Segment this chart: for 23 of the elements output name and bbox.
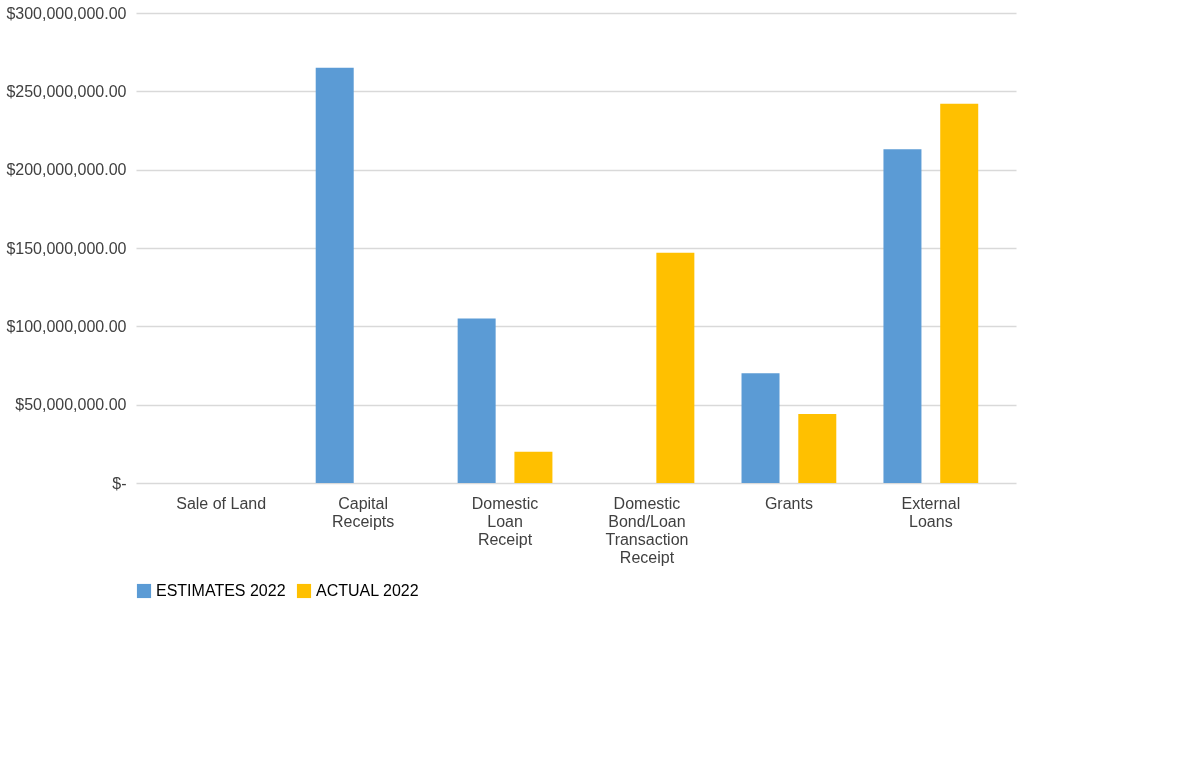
x-tick-label: External Loans: [901, 494, 961, 530]
bar: [656, 252, 695, 483]
y-tick-label: $200,000,000.00: [6, 161, 127, 179]
y-tick-label: $150,000,000.00: [6, 239, 127, 257]
y-tick-label: $100,000,000.00: [6, 317, 127, 335]
bar: [514, 451, 553, 483]
bar: [883, 149, 922, 483]
x-tick-label: Domestic Bond/Loan Transaction Receipt: [605, 494, 689, 566]
legend-label: ACTUAL 2022: [316, 582, 419, 599]
x-tick-label: Capital Receipts: [331, 494, 395, 530]
bar: [940, 103, 979, 483]
x-tick-label: Grants: [764, 494, 813, 512]
y-tick-label: $250,000,000.00: [6, 82, 127, 100]
y-tick-label: $-: [112, 474, 127, 492]
bar: [315, 67, 354, 483]
y-tick-label: $50,000,000.00: [15, 396, 127, 414]
bar: [798, 414, 837, 483]
legend-label: ESTIMATES 2022: [156, 582, 286, 599]
bar: [457, 318, 496, 483]
x-tick-label: Domestic Loan Receipt: [471, 494, 539, 548]
x-tick-label: Sale of Land: [176, 494, 267, 512]
y-tick-label: $300,000,000.00: [6, 4, 127, 22]
bar: [741, 373, 780, 483]
